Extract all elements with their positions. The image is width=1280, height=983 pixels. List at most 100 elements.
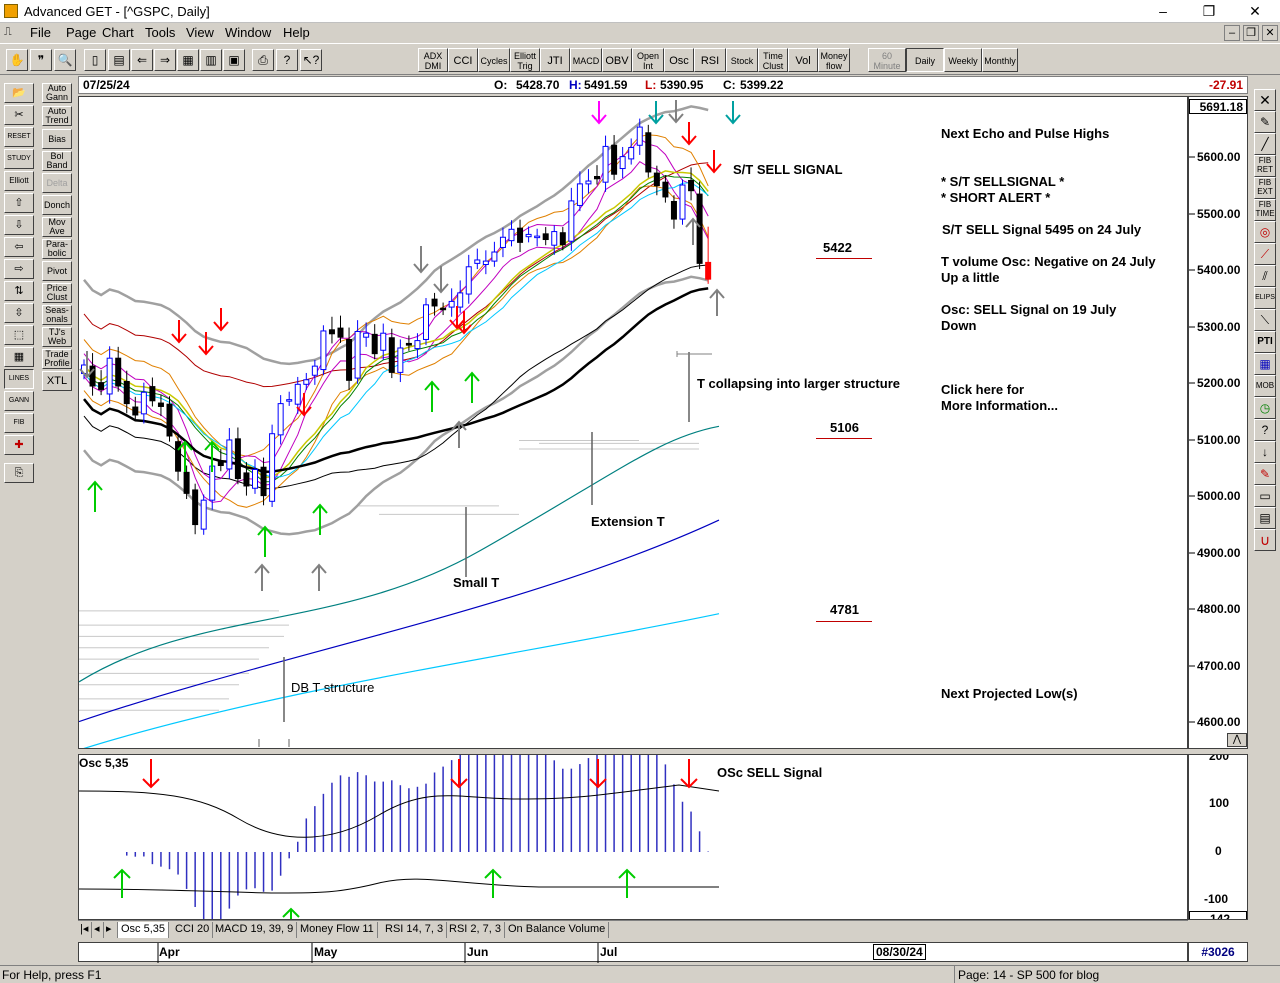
- mdi-minimize-button[interactable]: –: [1224, 25, 1240, 41]
- regression-icon[interactable]: ⟍: [1254, 309, 1276, 331]
- study-trade-profile[interactable]: Trade Profile: [42, 349, 72, 369]
- fib-icon[interactable]: FIB: [4, 413, 34, 433]
- click-here-link[interactable]: Click here for: [941, 382, 1025, 397]
- study-auto-trend[interactable]: Auto Trend: [42, 106, 72, 126]
- menu-help[interactable]: Help: [283, 25, 310, 40]
- mdi-restore-button[interactable]: ❐: [1243, 25, 1259, 41]
- bars-icon[interactable]: ⇅: [4, 281, 34, 301]
- fib-time-icon[interactable]: FIB TIME: [1254, 199, 1276, 221]
- arrow-left-icon[interactable]: ⇦: [4, 237, 34, 257]
- chart-page-icon[interactable]: ▤: [108, 49, 130, 71]
- close-button[interactable]: ✕: [1249, 3, 1261, 19]
- eraser-icon[interactable]: ▭: [1254, 485, 1276, 507]
- tool-open-int[interactable]: Open Int: [632, 48, 664, 72]
- tool-cci[interactable]: CCI: [448, 48, 478, 72]
- context-help-icon[interactable]: ↖?: [300, 49, 322, 71]
- study-tjs-web[interactable]: TJ's Web: [42, 327, 72, 347]
- tool-obv[interactable]: OBV: [602, 48, 632, 72]
- spiral-icon[interactable]: ◎: [1254, 221, 1276, 243]
- study-mov-ave[interactable]: Mov Ave: [42, 217, 72, 237]
- data-window-icon[interactable]: ⬚: [4, 325, 34, 345]
- study-bol-band[interactable]: Bol Band: [42, 151, 72, 171]
- study-seasonals[interactable]: Seas-onals: [42, 305, 72, 325]
- tab-next-icon[interactable]: ▸: [104, 922, 118, 938]
- oscillator-panel[interactable]: Osc 5,35 OSc SELL Signal: [78, 754, 1188, 920]
- tab-rsi-14[interactable]: RSI 14, 7, 3: [382, 922, 448, 938]
- tool-jti[interactable]: JTI: [540, 48, 570, 72]
- menu-file[interactable]: File: [30, 25, 51, 40]
- crosshair-icon[interactable]: ✚: [4, 435, 34, 455]
- menu-window[interactable]: Window: [225, 25, 272, 40]
- study-donch[interactable]: Donch: [42, 195, 72, 215]
- more-info-link[interactable]: More Information...: [941, 398, 1058, 413]
- marker-icon[interactable]: ✎: [1254, 463, 1276, 485]
- period-daily[interactable]: Daily: [906, 48, 944, 72]
- layout-icon[interactable]: ▦: [177, 49, 199, 71]
- report-icon[interactable]: ⎘: [4, 463, 34, 483]
- tab-prev-icon[interactable]: ◂: [92, 922, 104, 938]
- window-icon[interactable]: ▣: [223, 49, 245, 71]
- tool-elliott-trig[interactable]: Elliott Trig: [510, 48, 540, 72]
- close-study-icon[interactable]: ✕: [1254, 89, 1276, 111]
- fib-ret-icon[interactable]: FIB RET: [1254, 155, 1276, 177]
- arrow-up-icon[interactable]: ⇧: [4, 193, 34, 213]
- tab-obv[interactable]: On Balance Volume: [505, 922, 610, 938]
- scissors-icon[interactable]: ✂: [4, 105, 34, 125]
- lines-icon[interactable]: LINES: [4, 369, 34, 389]
- tab-first-icon[interactable]: |◂: [78, 922, 92, 938]
- fib-ext-icon[interactable]: FIB EXT: [1254, 177, 1276, 199]
- gann-icon[interactable]: GANN: [4, 391, 34, 411]
- pti-icon[interactable]: PTI: [1254, 331, 1276, 353]
- period-weekly[interactable]: Weekly: [944, 48, 982, 72]
- study-delta[interactable]: Delta: [42, 173, 72, 193]
- page-icon[interactable]: ▯: [84, 49, 106, 71]
- tab-osc[interactable]: Osc 5,35: [118, 922, 170, 938]
- minimize-button[interactable]: –: [1159, 3, 1167, 19]
- mdi-close-button[interactable]: ✕: [1262, 25, 1278, 41]
- tool-adx-dmi[interactable]: ADX DMI: [418, 48, 448, 72]
- tool-macd[interactable]: MACD: [570, 48, 602, 72]
- print-icon[interactable]: ⎙: [252, 49, 274, 71]
- compare-icon[interactable]: ⇳: [4, 303, 34, 323]
- study-parabolic[interactable]: Para-bolic: [42, 239, 72, 259]
- menu-page[interactable]: Page: [66, 25, 97, 40]
- tool-osc[interactable]: Osc: [664, 48, 694, 72]
- grid-tool-icon[interactable]: ▦: [1254, 353, 1276, 375]
- arrow-right-icon[interactable]: ⇨: [4, 259, 34, 279]
- channel-icon[interactable]: ⫽: [1254, 265, 1276, 287]
- open-folder-icon[interactable]: 📂: [4, 83, 34, 103]
- fan-icon[interactable]: ⟋: [1254, 243, 1276, 265]
- study-xtl[interactable]: XTL: [42, 371, 72, 391]
- text-tool-icon[interactable]: ▤: [1254, 507, 1276, 529]
- study-auto-gann[interactable]: Auto Gann: [42, 83, 72, 103]
- doc-icon[interactable]: ⎍: [4, 26, 12, 38]
- reset-icon[interactable]: RESET: [4, 127, 34, 147]
- hand-icon[interactable]: ✋: [6, 49, 28, 71]
- pencil-icon[interactable]: ✎: [1254, 111, 1276, 133]
- period-monthly[interactable]: Monthly: [982, 48, 1018, 72]
- menu-chart[interactable]: Chart: [102, 25, 134, 40]
- scale-icon[interactable]: ⋀: [1227, 733, 1247, 747]
- mob-icon[interactable]: MOB: [1254, 375, 1276, 397]
- tab-rsi-2[interactable]: RSI 2, 7, 3: [446, 922, 505, 938]
- zoom-icon[interactable]: 🔍: [54, 49, 76, 71]
- tile-icon[interactable]: ▥: [200, 49, 222, 71]
- study-price-clust[interactable]: Price Clust: [42, 283, 72, 303]
- arrow-down-icon[interactable]: ⇩: [4, 215, 34, 235]
- pin-icon[interactable]: ↓: [1254, 441, 1276, 463]
- menu-tools[interactable]: Tools: [145, 25, 176, 40]
- tab-money-flow[interactable]: Money Flow 11: [297, 922, 378, 938]
- restore-button[interactable]: ❐: [1202, 3, 1216, 19]
- study-bias[interactable]: Bias: [42, 129, 72, 149]
- elips-icon[interactable]: ELIPS: [1254, 287, 1276, 309]
- question-tool-icon[interactable]: ?: [1254, 419, 1276, 441]
- grid-icon[interactable]: ▦: [4, 347, 34, 367]
- tool-money-flow[interactable]: Money flow: [818, 48, 850, 72]
- price-chart[interactable]: S/T SELL SIGNAL 5422 T collapsing into l…: [78, 96, 1188, 749]
- menu-view[interactable]: View: [186, 25, 214, 40]
- clock-icon[interactable]: ◷: [1254, 397, 1276, 419]
- tool-rsi[interactable]: RSI: [694, 48, 726, 72]
- quote-icon[interactable]: ❞: [30, 49, 52, 71]
- line-tool-icon[interactable]: ╱: [1254, 133, 1276, 155]
- tool-stock[interactable]: Stock: [726, 48, 758, 72]
